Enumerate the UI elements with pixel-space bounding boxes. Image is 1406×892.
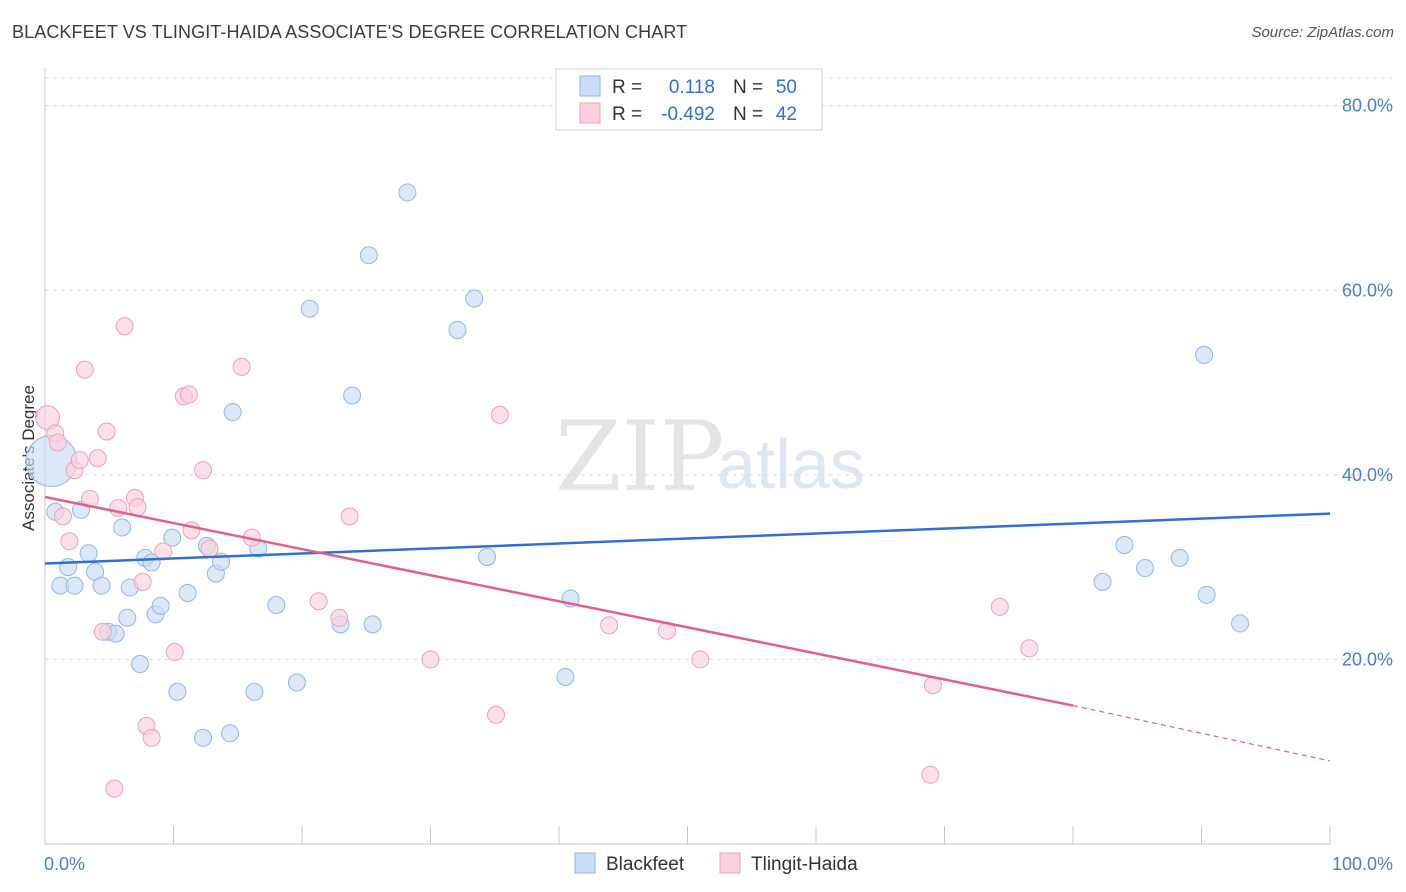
data-point <box>465 289 484 308</box>
legend-r-label: R = <box>612 77 642 98</box>
source-label: Source: ZipAtlas.com <box>1251 24 1394 41</box>
data-point <box>221 724 240 743</box>
legend-r-label: R = <box>612 104 642 125</box>
data-point <box>1195 345 1214 364</box>
data-point <box>267 595 286 614</box>
y-tick-label: 40.0% <box>1342 465 1393 485</box>
data-point <box>178 583 197 602</box>
legend-r-value: -0.492 <box>661 104 715 125</box>
data-point <box>118 608 137 627</box>
data-point <box>340 507 359 526</box>
bottom-legend-label: Blackfeet <box>606 854 685 875</box>
legend-swatch-tlingit-haida <box>579 102 601 124</box>
data-point <box>421 650 440 669</box>
y-tick-label: 20.0% <box>1342 649 1393 669</box>
data-point <box>194 728 213 747</box>
y-tick-label: 60.0% <box>1342 280 1393 300</box>
watermark: ZIP atlas <box>555 401 865 513</box>
data-point <box>151 596 170 615</box>
data-point <box>232 357 251 376</box>
data-point <box>921 765 940 784</box>
data-point <box>165 643 184 662</box>
data-point <box>287 673 306 692</box>
data-point <box>75 360 94 379</box>
data-point <box>487 705 506 724</box>
data-point <box>309 592 328 611</box>
data-point <box>131 655 150 674</box>
data-point <box>990 597 1009 616</box>
data-point <box>65 576 84 595</box>
data-point <box>53 507 72 526</box>
data-point <box>556 667 575 686</box>
trend-line-blackfeet <box>44 512 1331 565</box>
data-points <box>25 183 1250 798</box>
bottom-legend-swatch-blackfeet <box>574 852 596 874</box>
legend-swatch-blackfeet <box>579 75 601 97</box>
legend: R = 0.118 N = 50 R = -0.492 N = 42 <box>555 68 823 131</box>
data-point <box>88 449 107 468</box>
data-point <box>245 682 264 701</box>
data-point <box>97 422 116 441</box>
data-point <box>115 317 134 336</box>
data-point <box>363 615 382 634</box>
trend-line-extension <box>1072 704 1331 762</box>
legend-r-value: 0.118 <box>669 77 715 98</box>
data-point <box>600 616 619 635</box>
data-point <box>168 682 187 701</box>
trend-lines <box>44 495 1331 762</box>
data-point <box>330 608 349 627</box>
bottom-legend-swatch-tlingit-haida <box>719 852 741 874</box>
data-point <box>359 246 378 265</box>
data-point <box>448 320 467 339</box>
data-point <box>300 299 319 318</box>
data-point <box>1020 639 1039 658</box>
data-point <box>105 779 124 798</box>
data-point <box>92 576 111 595</box>
data-point <box>93 622 112 641</box>
trend-line-tlingit-haida <box>44 495 1074 707</box>
bottom-legend: Blackfeet Tlingit-Haida <box>574 852 858 875</box>
data-point <box>223 403 242 422</box>
data-point <box>194 461 213 480</box>
series-tlingit-haida-points <box>35 317 1039 798</box>
data-point <box>113 518 132 537</box>
data-point <box>48 433 67 452</box>
legend-n-value: 50 <box>776 77 797 98</box>
data-point <box>179 385 198 404</box>
watermark-zip: ZIP <box>555 401 724 513</box>
x-tick-label: 100.0% <box>1332 854 1393 874</box>
data-point <box>1170 548 1189 567</box>
data-point <box>79 544 98 563</box>
bottom-legend-label: Tlingit-Haida <box>751 854 858 875</box>
data-point <box>1197 585 1216 604</box>
data-point <box>128 498 147 517</box>
legend-n-label: N = <box>733 104 763 125</box>
legend-n-value: 42 <box>776 104 797 125</box>
data-point <box>1115 535 1134 554</box>
data-point <box>1231 614 1250 633</box>
x-tick-label: 0.0% <box>44 854 85 874</box>
data-point <box>60 532 79 551</box>
data-point <box>478 547 497 566</box>
data-point <box>398 183 417 202</box>
chart-title: BLACKFEET VS TLINGIT-HAIDA ASSOCIATE'S D… <box>12 22 688 42</box>
data-point <box>691 650 710 669</box>
data-point <box>133 572 152 591</box>
watermark-atlas: atlas <box>717 425 865 503</box>
legend-n-label: N = <box>733 77 763 98</box>
data-point <box>142 728 161 747</box>
data-point <box>200 539 219 558</box>
data-point <box>1135 559 1154 578</box>
data-point <box>70 451 89 470</box>
data-point <box>490 405 509 424</box>
data-point <box>1093 572 1112 591</box>
data-point <box>343 386 362 405</box>
y-tick-label: 80.0% <box>1342 96 1393 116</box>
data-point <box>163 528 182 547</box>
